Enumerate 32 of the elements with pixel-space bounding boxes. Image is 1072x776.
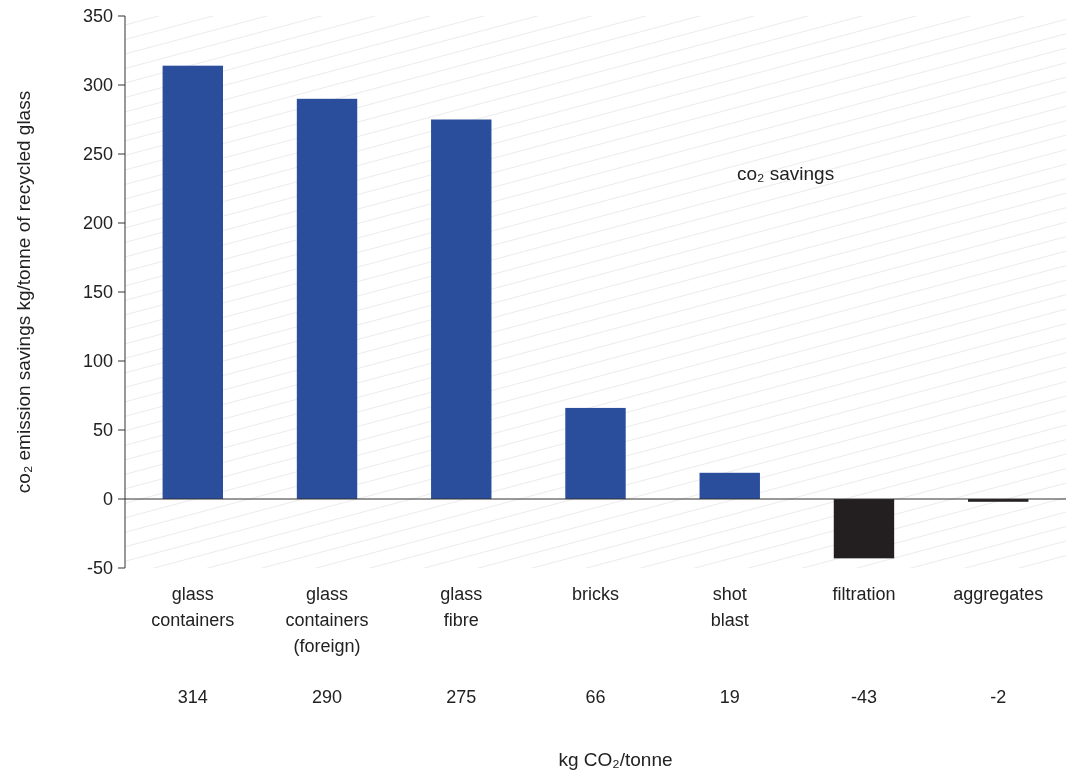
- y-tick-label: 200: [82, 213, 113, 234]
- y-tick-label: -50: [86, 558, 113, 579]
- x-tick-label: filtration: [832, 584, 896, 604]
- y-tick-label: 350: [82, 6, 113, 27]
- data-label: 290: [312, 687, 343, 707]
- y-tick-label: 100: [82, 351, 113, 372]
- y-axis-title: co₂ emission savings kg/tonne of recycled glass: [13, 90, 34, 494]
- x-tick-label: bricks: [571, 584, 620, 604]
- bar: [565, 407, 626, 499]
- y-tick-label: 0: [102, 489, 113, 510]
- x-tick-label: glass fibre: [440, 584, 483, 630]
- bar: [162, 65, 223, 499]
- y-tick-label: 150: [82, 282, 113, 303]
- bar: [699, 472, 760, 499]
- annotation: co₂ savings: [737, 163, 835, 184]
- y-tick-label: 50: [92, 420, 113, 441]
- y-tick-label: 300: [82, 75, 113, 96]
- bar: [833, 499, 895, 559]
- y-tick-label: 250: [82, 144, 113, 165]
- x-tick-label: glass containers: [151, 584, 235, 630]
- bar: [296, 98, 358, 499]
- bar: [431, 119, 492, 499]
- data-label: 19: [719, 687, 740, 707]
- data-label: 275: [446, 687, 477, 707]
- data-label: -43: [850, 687, 877, 707]
- data-label: -2: [990, 687, 1007, 707]
- data-label: 66: [585, 687, 606, 707]
- x-axis-title: kg CO₂/tonne: [558, 749, 673, 770]
- x-tick-label: glass containers (foreign): [285, 584, 369, 656]
- x-tick-label: shot blast: [710, 584, 749, 630]
- data-label: 314: [177, 687, 208, 707]
- x-tick-label: aggregates: [953, 584, 1044, 604]
